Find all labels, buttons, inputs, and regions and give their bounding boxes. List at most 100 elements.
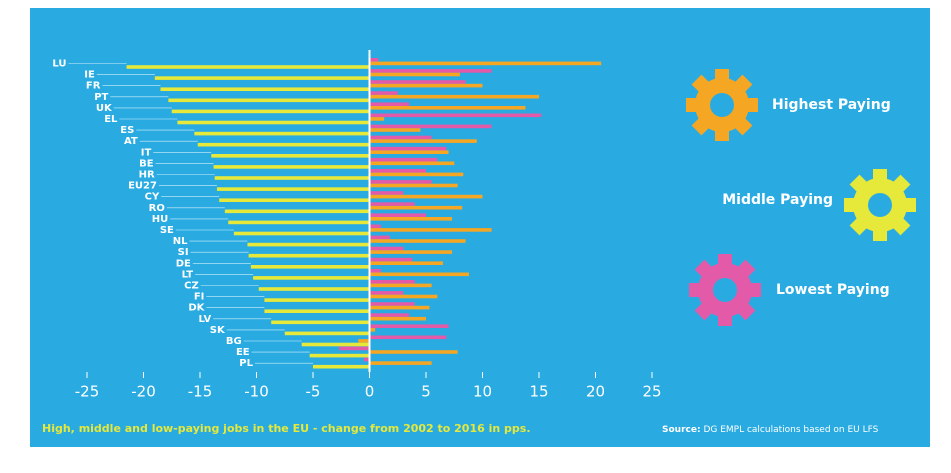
bar — [228, 220, 370, 225]
bar — [369, 205, 463, 210]
bar — [369, 139, 477, 143]
bar — [369, 72, 460, 77]
source-text: DG EMPL calculations based on EU LFS — [703, 425, 878, 435]
x-tick-label: -20 — [131, 383, 156, 401]
bar — [168, 98, 370, 103]
bar — [363, 357, 370, 362]
category-label: NL — [173, 236, 188, 247]
bar — [369, 106, 526, 110]
category-label: FI — [194, 292, 205, 303]
bar — [369, 316, 426, 321]
bar — [369, 191, 404, 195]
category-label: HU — [152, 214, 169, 225]
bar — [253, 276, 370, 280]
bar — [369, 250, 452, 254]
category-label: PT — [94, 92, 108, 103]
legend-label: Middle Paying — [722, 192, 833, 208]
category-label: SE — [160, 225, 174, 236]
bar — [369, 324, 449, 328]
bar — [369, 213, 426, 217]
bar — [369, 91, 398, 95]
bar — [369, 69, 492, 73]
category-label: EE — [236, 347, 250, 358]
bar — [369, 128, 421, 132]
bar — [369, 305, 430, 310]
category-label: IT — [141, 147, 152, 158]
bar — [369, 58, 379, 62]
bar — [271, 320, 370, 325]
bar — [369, 291, 404, 295]
bar — [224, 209, 370, 214]
bar — [369, 150, 449, 154]
bar — [177, 120, 370, 125]
bar — [369, 180, 432, 184]
category-label: EL — [104, 114, 118, 125]
bar — [369, 183, 458, 188]
category-label: LT — [182, 269, 194, 280]
bar — [309, 353, 370, 358]
bar — [313, 364, 370, 369]
x-tick-label: 15 — [529, 383, 548, 401]
x-tick-label: 20 — [586, 383, 605, 401]
bar — [369, 257, 413, 262]
bar — [369, 169, 426, 173]
bar — [369, 302, 415, 306]
bar — [369, 146, 447, 151]
source-label: Source: — [662, 425, 701, 435]
category-label: SK — [210, 325, 226, 336]
x-tick-label: 10 — [473, 383, 492, 401]
category-label: FR — [86, 81, 101, 92]
bar — [369, 350, 458, 354]
bar — [369, 328, 376, 332]
bar — [126, 65, 370, 69]
bar — [219, 198, 370, 202]
bar — [264, 309, 370, 313]
bar — [247, 242, 370, 247]
category-label: ES — [120, 125, 134, 136]
bar — [369, 117, 385, 121]
bar — [160, 87, 370, 91]
category-label: CZ — [184, 281, 199, 292]
category-label: LU — [52, 59, 66, 70]
x-tick-label: -15 — [188, 383, 213, 401]
bar — [250, 265, 370, 269]
source: Source: DG EMPL calculations based on EU… — [662, 425, 879, 435]
bar — [369, 268, 381, 273]
bar — [171, 109, 370, 114]
x-tick-label: 0 — [365, 383, 375, 401]
legend-label: Lowest Paying — [776, 282, 890, 298]
bar — [258, 287, 370, 291]
gear-hole — [710, 93, 734, 117]
x-tick-label: 25 — [642, 383, 661, 401]
bar — [369, 202, 415, 206]
category-label: DE — [176, 258, 191, 269]
category-label: CY — [145, 192, 160, 203]
bar — [369, 135, 432, 140]
x-tick-label: -5 — [306, 383, 321, 401]
category-label: SI — [178, 247, 189, 258]
bar — [369, 124, 492, 129]
bar — [369, 261, 443, 265]
bar — [369, 217, 452, 221]
category-label: BE — [139, 158, 154, 169]
x-tick-label: -10 — [244, 383, 269, 401]
gear-hole — [868, 193, 892, 217]
bar — [248, 253, 370, 258]
bar — [369, 228, 492, 232]
category-label: IE — [84, 70, 95, 81]
bar — [214, 176, 370, 180]
bar — [369, 294, 438, 299]
bar — [369, 224, 381, 229]
bar — [194, 131, 370, 136]
bar — [369, 313, 410, 317]
panel — [30, 8, 930, 447]
bar — [301, 342, 370, 347]
gear-hole — [713, 278, 737, 302]
x-tick-label: 5 — [421, 383, 431, 401]
bar — [369, 172, 464, 177]
bar — [284, 331, 370, 336]
category-label: EU27 — [128, 181, 157, 192]
bar — [369, 280, 415, 284]
bar — [211, 154, 370, 158]
